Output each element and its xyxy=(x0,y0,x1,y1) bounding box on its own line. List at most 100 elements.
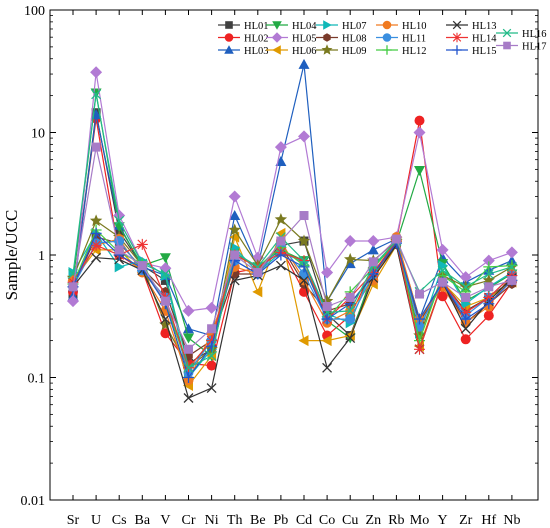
legend-label: HL01 xyxy=(244,21,269,32)
legend-label: HL03 xyxy=(244,46,269,57)
data-point xyxy=(136,238,148,250)
series-hl04 xyxy=(67,88,518,362)
x-tick-label: Be xyxy=(250,513,266,528)
data-point xyxy=(206,350,217,361)
legend-marker xyxy=(272,45,281,55)
series-hl02 xyxy=(68,113,517,371)
x-tick-label: Pb xyxy=(274,513,289,528)
data-point xyxy=(460,281,471,292)
data-point xyxy=(506,260,518,272)
data-point xyxy=(321,335,332,347)
legend-item-hl17: HL17 xyxy=(496,42,547,53)
data-point xyxy=(207,324,217,334)
data-point xyxy=(229,210,241,221)
legend-label: HL17 xyxy=(522,42,547,53)
data-point xyxy=(436,243,449,256)
data-point xyxy=(414,313,425,325)
legend-label: HL04 xyxy=(292,21,317,32)
data-point xyxy=(229,275,240,286)
legend-label: HL10 xyxy=(402,21,427,32)
data-point xyxy=(114,261,125,273)
data-point xyxy=(298,58,310,69)
data-point xyxy=(322,301,332,311)
legend-label: HL16 xyxy=(522,29,547,40)
x-tick-label: Zr xyxy=(459,513,473,528)
data-point xyxy=(299,275,309,286)
legend-marker xyxy=(382,33,392,42)
data-point xyxy=(460,334,471,345)
x-tick-label: Sr xyxy=(67,513,80,528)
legend-label: HL05 xyxy=(292,34,317,45)
data-point xyxy=(367,235,380,248)
y-tick-label: 100 xyxy=(24,4,45,19)
data-point xyxy=(159,318,172,330)
data-point xyxy=(183,393,194,403)
legend-item-hl14: HL14 xyxy=(446,32,497,45)
data-point xyxy=(345,333,356,343)
legend-item-hl06: HL06 xyxy=(266,45,317,57)
legend-label: HL09 xyxy=(342,46,367,57)
legend-marker xyxy=(502,28,512,38)
data-point xyxy=(183,372,194,383)
data-point xyxy=(91,142,101,152)
data-point xyxy=(484,282,494,292)
series-line xyxy=(72,118,513,367)
data-point xyxy=(137,261,147,271)
data-point xyxy=(160,314,171,325)
x-tick-label: Hf xyxy=(481,513,496,528)
data-point xyxy=(345,314,356,325)
legend-item-hl10: HL10 xyxy=(376,20,427,32)
data-point xyxy=(67,295,79,308)
data-point xyxy=(206,383,217,394)
legend-marker xyxy=(323,33,331,42)
data-point xyxy=(298,130,310,143)
legend-marker xyxy=(225,21,233,29)
legend-marker xyxy=(271,32,283,43)
data-point xyxy=(90,227,102,239)
data-point xyxy=(91,89,102,100)
data-point xyxy=(437,265,448,276)
legend-item-hl03: HL03 xyxy=(218,45,269,57)
data-point xyxy=(483,291,495,303)
x-tick-label: U xyxy=(91,513,101,528)
legend-marker xyxy=(503,41,511,50)
legend-label: HL15 xyxy=(472,46,497,57)
data-point xyxy=(114,236,125,247)
legend-label: HL11 xyxy=(402,34,426,45)
legend-marker xyxy=(382,20,392,30)
data-point xyxy=(160,296,170,306)
data-point xyxy=(344,252,357,265)
data-point xyxy=(252,286,263,298)
x-tick-label: Ba xyxy=(135,513,151,528)
data-point xyxy=(183,362,194,373)
data-point xyxy=(414,115,425,126)
legend-marker xyxy=(452,32,462,43)
legend-item-hl07: HL07 xyxy=(316,20,367,32)
data-point xyxy=(90,66,103,79)
data-point xyxy=(461,292,471,302)
y-tick-label: 10 xyxy=(31,127,45,142)
legend-marker xyxy=(224,45,234,54)
x-tick-label: Th xyxy=(227,513,243,528)
data-point xyxy=(299,211,309,221)
data-point xyxy=(160,328,171,339)
data-point xyxy=(482,254,495,267)
data-point xyxy=(183,333,194,344)
legend-item-hl09: HL09 xyxy=(316,44,367,57)
data-point xyxy=(114,245,124,255)
x-tick-label: Y xyxy=(438,513,448,528)
x-tick-label: Co xyxy=(319,513,335,528)
y-tick-label: 0.1 xyxy=(28,372,46,387)
legend-marker xyxy=(382,45,392,55)
data-point xyxy=(368,257,378,267)
data-point xyxy=(345,305,356,316)
data-point xyxy=(274,141,287,154)
data-point xyxy=(160,275,170,285)
data-point xyxy=(253,267,263,277)
x-tick-label: Nb xyxy=(503,513,520,528)
legend-label: HL14 xyxy=(472,34,497,45)
data-point xyxy=(228,190,241,203)
data-point xyxy=(89,214,103,227)
x-tick-label: Cu xyxy=(342,513,358,528)
legend-label: HL13 xyxy=(472,21,497,32)
